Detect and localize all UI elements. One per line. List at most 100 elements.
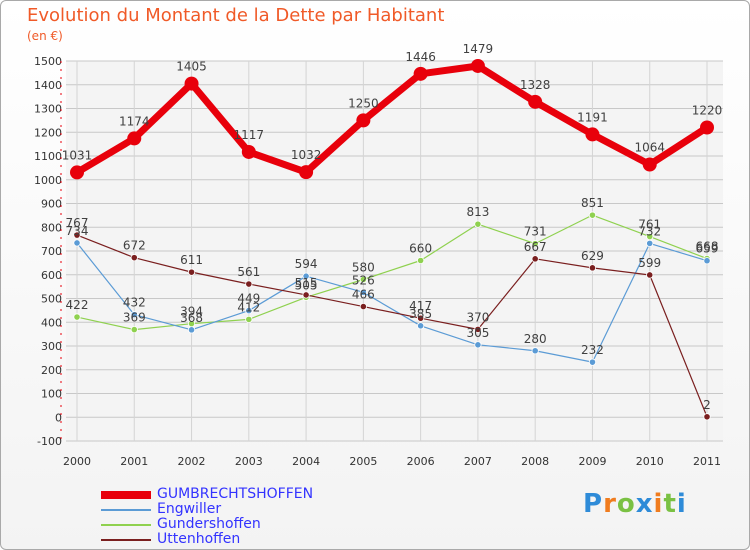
data-point bbox=[245, 280, 253, 288]
series-line-gumbrechtshoffen bbox=[75, 62, 709, 176]
series-line-gundershoffen bbox=[76, 214, 708, 331]
y-tick-label: 1100 bbox=[34, 150, 62, 163]
legend-label: Uttenhoffen bbox=[157, 531, 241, 547]
data-point bbox=[184, 76, 199, 91]
y-tick-label: 1300 bbox=[34, 103, 62, 116]
data-label: 1446 bbox=[405, 50, 436, 64]
y-tick-label: 500 bbox=[41, 293, 62, 306]
data-point bbox=[245, 315, 253, 323]
data-label: 734 bbox=[66, 224, 89, 238]
logo-letter: i bbox=[676, 489, 687, 519]
x-tick-label: 2004 bbox=[292, 455, 320, 468]
data-label: 394 bbox=[180, 305, 203, 319]
data-label: 385 bbox=[409, 307, 432, 321]
data-point bbox=[531, 240, 539, 248]
data-point bbox=[474, 220, 482, 228]
data-label: 1479 bbox=[463, 42, 494, 56]
data-label: 611 bbox=[180, 253, 203, 267]
data-point bbox=[413, 66, 428, 81]
data-label: 526 bbox=[352, 273, 375, 287]
data-label: 422 bbox=[66, 298, 89, 312]
logo-letter: x bbox=[635, 489, 654, 519]
data-label: 1405 bbox=[176, 60, 207, 74]
data-label: 368 bbox=[180, 311, 203, 325]
logo-letter: P bbox=[583, 489, 604, 519]
x-tick-label: 2002 bbox=[178, 455, 206, 468]
data-point bbox=[646, 239, 654, 247]
data-point bbox=[130, 254, 138, 262]
legend-swatch bbox=[101, 490, 151, 499]
data-point bbox=[417, 322, 425, 330]
data-point bbox=[187, 326, 196, 334]
proxiti-logo: Proxiti bbox=[583, 489, 687, 519]
series-line-engwiller bbox=[76, 242, 708, 363]
y-tick-label: 1500 bbox=[34, 55, 62, 68]
data-label: 369 bbox=[123, 311, 146, 325]
data-point bbox=[588, 264, 597, 272]
data-point bbox=[187, 268, 196, 276]
data-label: 1174 bbox=[119, 114, 150, 128]
data-label: 731 bbox=[524, 225, 547, 239]
data-label: 580 bbox=[352, 261, 375, 275]
y-tick-label: 200 bbox=[41, 364, 62, 377]
data-label: 761 bbox=[638, 218, 661, 232]
data-point bbox=[700, 120, 714, 135]
x-tick-label: 2000 bbox=[63, 455, 91, 468]
logo-letter: t bbox=[663, 489, 677, 519]
data-label: 851 bbox=[581, 196, 604, 210]
data-point bbox=[130, 326, 138, 334]
y-tick-label: 700 bbox=[41, 245, 62, 258]
data-label: 732 bbox=[638, 224, 661, 238]
data-point bbox=[585, 127, 600, 142]
data-label: 2 bbox=[703, 398, 711, 412]
logo-letter: i bbox=[653, 489, 664, 519]
data-point bbox=[73, 231, 81, 239]
data-label: 813 bbox=[466, 205, 489, 219]
y-tick-label: 0 bbox=[55, 411, 62, 424]
x-tick-label: 2005 bbox=[349, 455, 377, 468]
data-label: 1064 bbox=[634, 141, 665, 155]
data-point bbox=[703, 413, 711, 421]
x-tick-label: 2008 bbox=[521, 455, 549, 468]
legend-item: Uttenhoffen bbox=[101, 532, 313, 547]
y-tick-label: 900 bbox=[41, 198, 62, 211]
data-label: 1328 bbox=[520, 78, 551, 92]
data-label: 505 bbox=[295, 278, 318, 292]
data-point bbox=[646, 232, 654, 241]
data-point bbox=[70, 165, 84, 180]
y-tick-label: -100 bbox=[37, 435, 62, 448]
data-label: 1250 bbox=[348, 96, 379, 110]
data-point bbox=[356, 113, 371, 128]
y-tick-label: 1200 bbox=[34, 126, 62, 139]
data-point bbox=[703, 257, 711, 265]
data-point bbox=[417, 314, 425, 322]
data-point bbox=[531, 255, 539, 263]
data-label: 466 bbox=[352, 288, 375, 302]
data-label: 672 bbox=[123, 239, 146, 253]
data-label: 417 bbox=[409, 299, 432, 313]
data-point bbox=[588, 211, 597, 219]
x-tick-label: 2003 bbox=[235, 455, 263, 468]
data-point bbox=[417, 256, 425, 265]
logo-letter: r bbox=[603, 489, 617, 519]
x-tick-label: 2007 bbox=[464, 455, 492, 468]
y-tick-label: 100 bbox=[41, 388, 62, 401]
legend-label: GUMBRECHTSHOFFEN bbox=[157, 486, 314, 502]
data-point bbox=[302, 291, 310, 299]
legend-swatch bbox=[101, 508, 151, 511]
data-point bbox=[302, 272, 310, 280]
chart-subtitle: (en €) bbox=[27, 29, 63, 43]
data-point bbox=[245, 307, 253, 315]
data-label: 232 bbox=[581, 343, 604, 357]
data-label: 432 bbox=[123, 296, 146, 310]
data-label: 599 bbox=[638, 256, 661, 270]
data-point bbox=[299, 165, 314, 180]
y-tick-label: 300 bbox=[41, 340, 62, 353]
data-label: 629 bbox=[581, 249, 604, 263]
y-tick-label: 600 bbox=[41, 269, 62, 282]
data-point bbox=[127, 131, 142, 146]
data-point bbox=[241, 144, 256, 159]
data-label: 1032 bbox=[291, 148, 322, 162]
data-label: 305 bbox=[466, 326, 489, 340]
